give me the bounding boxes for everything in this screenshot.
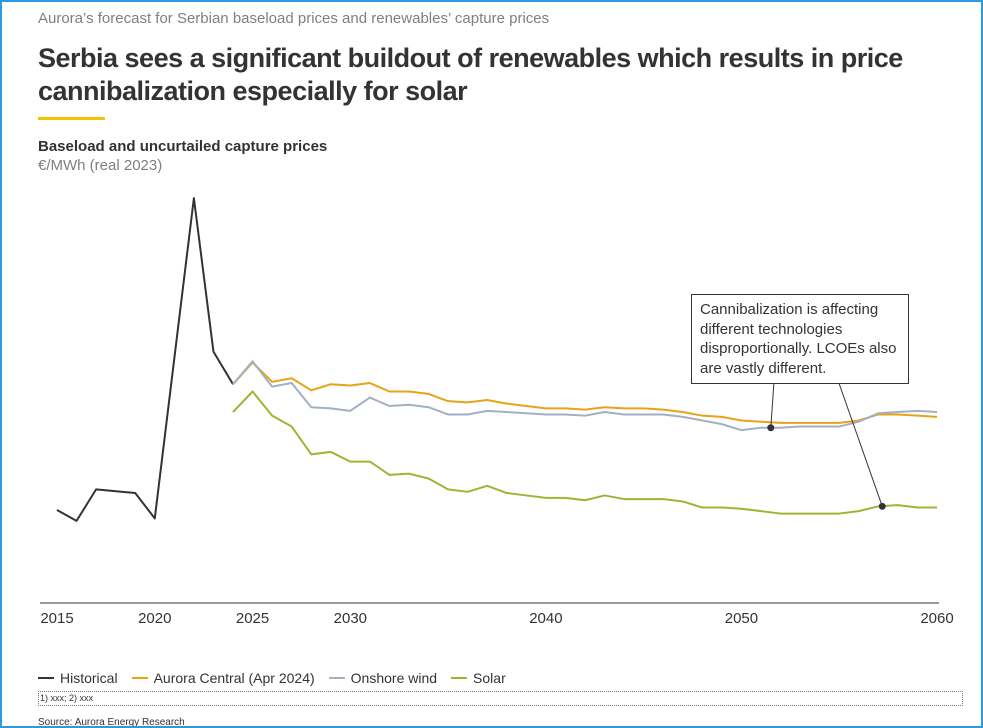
x-tick-label: 2030 <box>334 610 367 627</box>
x-tick-label: 2060 <box>920 610 953 627</box>
title: Serbia sees a significant buildout of re… <box>38 43 903 106</box>
legend-swatch <box>451 677 468 679</box>
x-tick-label: 2025 <box>236 610 269 627</box>
series-line <box>232 360 938 432</box>
annotation-leader <box>770 383 775 428</box>
annotation-point <box>767 424 775 432</box>
legend-label: Historical <box>60 670 118 686</box>
series-line <box>232 390 937 515</box>
x-tick-label: 2020 <box>138 610 171 627</box>
legend: Historical Aurora Central (Apr 2024) Onsho… <box>38 670 506 686</box>
legend-swatch <box>328 677 345 679</box>
legend-item: Solar <box>451 670 506 686</box>
legend-label: Aurora Central (Apr 2024) <box>153 670 315 686</box>
annotation-point <box>878 502 886 510</box>
x-tick-label: 2015 <box>40 610 73 627</box>
header: Aurora’s forecast for Serbian baseload p… <box>38 10 550 27</box>
annotation: Cannibalization is affecting different t… <box>691 294 909 384</box>
x-tick-label: 2050 <box>725 610 758 627</box>
legend-item: Aurora Central (Apr 2024) <box>131 670 315 686</box>
series-line <box>56 197 234 522</box>
y-axis-label: €/MWh (real 2023) <box>38 157 163 174</box>
legend-item: Historical <box>38 670 118 686</box>
source: Source: Aurora Energy Research <box>38 717 185 728</box>
legend-item: Onshore wind <box>328 670 438 686</box>
legend-swatch <box>38 677 54 679</box>
x-tick-label: 2040 <box>529 610 562 627</box>
annotation-leader <box>838 383 883 507</box>
footnote: 1) xxx; 2) xxx <box>38 691 963 706</box>
chart-subtitle: Baseload and uncurtailed capture prices <box>38 138 328 155</box>
title-underline <box>38 117 105 120</box>
series-line <box>232 361 938 424</box>
legend-label: Solar <box>473 670 506 686</box>
legend-swatch <box>131 677 148 679</box>
legend-label: Onshore wind <box>350 670 438 686</box>
